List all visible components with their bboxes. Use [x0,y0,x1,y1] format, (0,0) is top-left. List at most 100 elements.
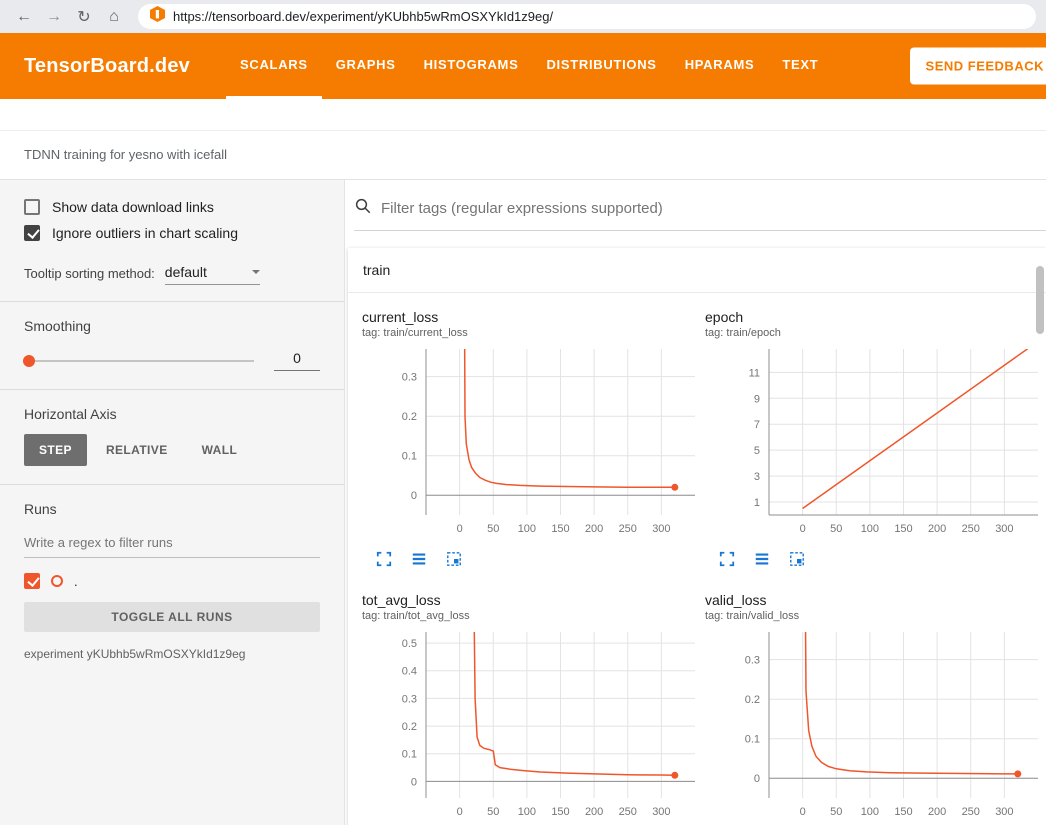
divider [0,389,344,390]
tab-distributions[interactable]: DISTRIBUTIONS [532,33,670,99]
tooltip-sorting-row: Tooltip sorting method: default [0,246,344,285]
svg-text:200: 200 [585,523,603,535]
line-chart[interactable]: 05010015020025030000.10.20.3 [362,343,697,543]
svg-text:250: 250 [962,523,980,535]
svg-text:0.3: 0.3 [745,655,760,667]
svg-text:100: 100 [518,806,536,818]
svg-text:3: 3 [754,471,760,483]
svg-text:200: 200 [928,806,946,818]
chart-tag: tag: train/valid_loss [705,610,1040,622]
show-download-links-checkbox[interactable] [24,199,40,215]
svg-text:5: 5 [754,445,760,457]
browser-window: ← → ↻ ⌂ https://tensorboard.dev/experime… [0,0,1046,825]
svg-text:150: 150 [894,806,912,818]
send-feedback-button[interactable]: SEND FEEDBACK [910,48,1046,85]
smoothing-label: Smoothing [0,318,344,334]
svg-text:0: 0 [411,776,417,788]
line-chart[interactable]: 0501001502002503001357911 [705,343,1040,543]
svg-text:0.1: 0.1 [402,451,417,463]
fit-domain-icon[interactable] [789,550,807,568]
chart-toolbar [719,550,1040,568]
app-header: TensorBoard.dev SCALARS GRAPHS HISTOGRAM… [0,33,1046,99]
experiment-subheader: TDNN training for yesno with icefall [0,99,1046,180]
run-checkbox[interactable] [24,573,40,589]
chart-card-valid-loss: valid_loss tag: train/valid_loss 0501001… [705,592,1040,825]
chart-card-current-loss: current_loss tag: train/current_loss 050… [362,309,697,568]
chart-title: tot_avg_loss [362,592,697,608]
browser-toolbar: ← → ↻ ⌂ https://tensorboard.dev/experime… [0,0,1046,33]
svg-text:0.3: 0.3 [402,372,417,384]
svg-text:0.4: 0.4 [402,666,417,678]
divider [0,301,344,302]
svg-text:0: 0 [457,523,463,535]
svg-text:0: 0 [754,773,760,785]
run-name: . [74,574,78,589]
tab-hparams[interactable]: HPARAMS [671,33,769,99]
svg-text:0: 0 [800,523,806,535]
tooltip-sorting-label: Tooltip sorting method: [24,266,155,285]
runs-filter-input[interactable] [24,527,320,558]
svg-text:0.5: 0.5 [402,638,417,650]
experiment-description: TDNN training for yesno with icefall [24,147,227,162]
svg-text:300: 300 [995,806,1013,818]
vertical-scrollbar[interactable] [1036,266,1044,334]
svg-text:0: 0 [457,806,463,818]
tab-text[interactable]: TEXT [768,33,832,99]
line-chart[interactable]: 05010015020025030000.10.20.30.40.5 [362,626,697,825]
axis-wall-button[interactable]: WALL [187,434,253,466]
fit-domain-icon[interactable] [446,550,464,568]
svg-text:200: 200 [585,806,603,818]
chart-toolbar [376,550,697,568]
tab-histograms[interactable]: HISTOGRAMS [410,33,533,99]
smoothing-slider-row [0,334,344,373]
axis-relative-button[interactable]: RELATIVE [91,434,183,466]
ignore-outliers-label: Ignore outliers in chart scaling [52,225,238,241]
horizontal-axis-buttons: STEP RELATIVE WALL [0,422,344,468]
site-favicon [150,6,165,27]
tab-scalars[interactable]: SCALARS [226,33,322,99]
svg-text:0.1: 0.1 [745,734,760,746]
svg-text:300: 300 [652,806,670,818]
train-section-header[interactable]: train [348,248,1046,293]
smoothing-slider-track[interactable] [24,360,254,362]
tooltip-sorting-select[interactable]: default [165,264,260,285]
app-logo[interactable]: TensorBoard.dev [24,55,190,78]
expand-chart-icon[interactable] [376,550,394,568]
back-icon[interactable]: ← [10,3,38,31]
svg-text:7: 7 [754,419,760,431]
data-table-icon[interactable] [411,550,429,568]
show-download-links-row: Show data download links [0,194,344,220]
svg-text:150: 150 [551,523,569,535]
toggle-all-runs-button[interactable]: TOGGLE ALL RUNS [24,602,320,632]
svg-text:0.1: 0.1 [402,749,417,761]
chart-tag: tag: train/current_loss [362,327,697,339]
search-icon [354,197,372,220]
svg-text:300: 300 [995,523,1013,535]
expand-chart-icon[interactable] [719,550,737,568]
forward-icon[interactable]: → [40,3,68,31]
svg-text:0: 0 [411,490,417,502]
data-table-icon[interactable] [754,550,772,568]
runs-label: Runs [0,501,344,517]
svg-text:50: 50 [487,806,499,818]
svg-text:0.2: 0.2 [402,721,417,733]
line-chart[interactable]: 05010015020025030000.10.20.3 [705,626,1040,825]
reload-icon[interactable]: ↻ [70,3,98,31]
chart-tag: tag: train/tot_avg_loss [362,610,697,622]
ignore-outliers-checkbox[interactable] [24,225,40,241]
train-section-card: train current_loss tag: train/current_lo… [348,248,1046,825]
tag-filter-input[interactable] [381,200,1046,217]
address-bar[interactable]: https://tensorboard.dev/experiment/yKUbh… [138,4,1036,29]
settings-sidebar: Show data download links Ignore outliers… [0,180,345,825]
axis-step-button[interactable]: STEP [24,434,87,466]
smoothing-value-input[interactable] [274,350,320,371]
smoothing-slider-handle[interactable] [23,355,35,367]
tab-graphs[interactable]: GRAPHS [322,33,410,99]
svg-text:150: 150 [894,523,912,535]
tooltip-sorting-value: default [165,264,207,280]
main-nav: SCALARS GRAPHS HISTOGRAMS DISTRIBUTIONS … [226,33,832,99]
home-icon[interactable]: ⌂ [100,3,128,31]
svg-text:50: 50 [830,806,842,818]
svg-text:200: 200 [928,523,946,535]
run-color-swatch-icon [51,575,63,587]
